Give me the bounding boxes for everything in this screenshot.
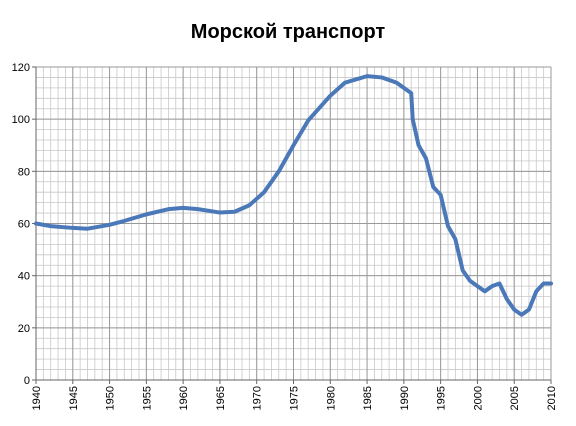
x-tick-label: 1950 bbox=[105, 386, 117, 410]
x-tick-label: 1990 bbox=[399, 386, 411, 410]
y-tick-label: 60 bbox=[18, 219, 30, 231]
y-tick-label: 0 bbox=[24, 375, 30, 387]
x-tick-label: 1975 bbox=[289, 386, 301, 410]
y-tick-label: 40 bbox=[18, 271, 30, 283]
x-tick-label: 1985 bbox=[362, 386, 374, 410]
y-tick-label: 100 bbox=[12, 114, 30, 126]
chart-title: Морской транспорт bbox=[191, 21, 386, 43]
x-tick-label: 1955 bbox=[141, 386, 153, 410]
x-tick-label: 2000 bbox=[472, 386, 484, 410]
data-line bbox=[34, 74, 553, 317]
x-tick-label: 1940 bbox=[31, 386, 43, 410]
x-tick-label: 1965 bbox=[215, 386, 227, 410]
y-tick-label: 20 bbox=[18, 323, 30, 335]
x-tick-label: 1960 bbox=[178, 386, 190, 410]
x-tick-label: 1970 bbox=[252, 386, 264, 410]
y-tick-label: 80 bbox=[18, 166, 30, 178]
x-tick-label: 1980 bbox=[325, 386, 337, 410]
y-tick-label: 120 bbox=[12, 62, 30, 74]
x-tick-label: 2005 bbox=[509, 386, 521, 410]
x-tick-label: 1945 bbox=[68, 386, 80, 410]
x-tick-label: 1995 bbox=[436, 386, 448, 410]
x-tick-label: 2010 bbox=[546, 386, 558, 410]
